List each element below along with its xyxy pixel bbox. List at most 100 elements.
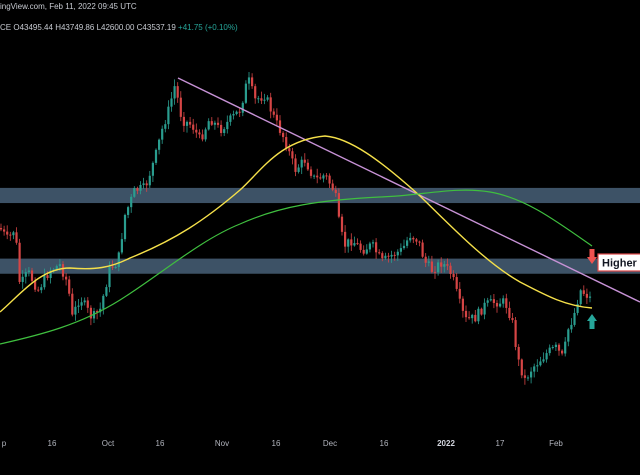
x-tick-label-7: Dec: [323, 439, 337, 448]
candle-body-163: [502, 298, 505, 304]
candle-body-171: [526, 377, 530, 379]
candle-body-59: [179, 97, 182, 117]
candle-body-68: [207, 121, 210, 130]
candle-body-38: [114, 267, 117, 269]
candle-body-49: [148, 175, 151, 186]
candle-body-39: [117, 252, 120, 268]
candle-body-73: [223, 129, 226, 133]
candle-body-44: [133, 188, 136, 197]
candle-body-79: [241, 102, 244, 113]
candle-body-104: [319, 177, 322, 179]
candle-body-116: [356, 243, 359, 245]
candle-body-3: [6, 231, 9, 235]
candle-body-51: [154, 149, 158, 163]
candle-body-74: [226, 121, 229, 130]
candle-body-96: [294, 158, 297, 172]
candle-body-97: [297, 167, 300, 172]
candle-body-157: [483, 302, 486, 315]
candle-body-148: [455, 277, 458, 289]
ohlc-change: +41.75 (+0.10%): [178, 23, 238, 32]
candle-body-6: [15, 232, 18, 243]
candle-body-55: [167, 106, 170, 125]
candle-body-186: [573, 312, 576, 325]
candle-body-30: [89, 307, 92, 319]
x-tick-label-1: p: [2, 439, 7, 448]
candle-body-133: [409, 237, 412, 241]
x-axis: p 16 Oct 16 Nov 16 Dec 16 2022 17 Feb: [2, 439, 564, 448]
descending-trendline: [177, 77, 640, 303]
candle-body-177: [545, 353, 548, 360]
candle-body-183: [564, 341, 567, 354]
candle-body-108: [331, 183, 334, 190]
candle-body-63: [192, 124, 195, 130]
candle-body-22: [65, 276, 68, 280]
candle-body-149: [458, 288, 461, 299]
candle-body-13: [37, 289, 40, 291]
candle-body-45: [136, 188, 139, 191]
resistance-zone-2: [0, 258, 640, 274]
candle-body-190: [585, 293, 588, 298]
candle-body-70: [213, 122, 216, 125]
candle-body-110: [337, 193, 340, 217]
candle-body-86: [263, 99, 266, 101]
candle-body-112: [344, 231, 347, 247]
candle-body-119: [365, 249, 368, 254]
candle-body-77: [235, 111, 238, 115]
candle-body-4: [9, 234, 12, 236]
candle-body-122: [375, 242, 378, 253]
candle-body-137: [421, 242, 424, 257]
moving-average-fast: [0, 135, 593, 313]
candle-body-32: [96, 311, 99, 313]
candle-body-1: [0, 228, 3, 230]
candle-body-170: [523, 375, 526, 378]
candle-body-109: [334, 189, 337, 194]
candle-body-111: [340, 216, 344, 232]
candle-body-169: [520, 359, 523, 376]
candle-body-62: [189, 121, 192, 125]
candle-body-81: [247, 77, 251, 84]
candle-body-85: [260, 98, 263, 101]
candle-body-160: [492, 299, 495, 303]
x-tick-label-3: Oct: [102, 439, 115, 448]
candle-body-136: [418, 241, 421, 243]
candle-body-125: [384, 255, 387, 259]
candle-body-172: [530, 371, 533, 378]
candle-body-191: [588, 296, 592, 298]
candle-body-42: [127, 207, 130, 215]
candle-body-19: [55, 266, 58, 270]
candle-body-131: [402, 245, 406, 249]
candle-body-58: [176, 86, 179, 98]
candle-body-24: [71, 293, 74, 315]
candle-body-12: [34, 280, 37, 290]
candle-body-189: [582, 290, 585, 294]
x-tick-label-10: 17: [496, 439, 505, 448]
candle-body-147: [452, 273, 455, 278]
candle-body-41: [123, 214, 127, 240]
candle-body-167: [514, 320, 517, 347]
candle-body-123: [378, 252, 381, 254]
candle-body-161: [495, 302, 499, 307]
candle-body-53: [161, 128, 164, 140]
candle-body-54: [164, 124, 167, 129]
candle-body-90: [275, 114, 278, 121]
candle-body-66: [201, 134, 204, 140]
candles: [0, 72, 592, 385]
candle-body-188: [579, 290, 582, 305]
candle-body-9: [24, 272, 27, 277]
candle-body-113: [347, 239, 350, 247]
candle-body-21: [61, 264, 65, 277]
candle-body-159: [489, 299, 492, 301]
candle-body-37: [111, 266, 114, 268]
candle-body-88: [269, 97, 272, 112]
candle-body-89: [272, 111, 275, 115]
candle-body-115: [353, 243, 356, 246]
annotation-box: [597, 253, 640, 272]
candle-body-27: [80, 302, 83, 306]
candle-body-87: [266, 97, 269, 100]
x-tick-label-2: 16: [48, 439, 57, 448]
candle-body-78: [238, 111, 241, 113]
candle-body-61: [185, 121, 189, 126]
candle-body-94: [288, 148, 291, 152]
indicator-lines: [0, 77, 640, 345]
